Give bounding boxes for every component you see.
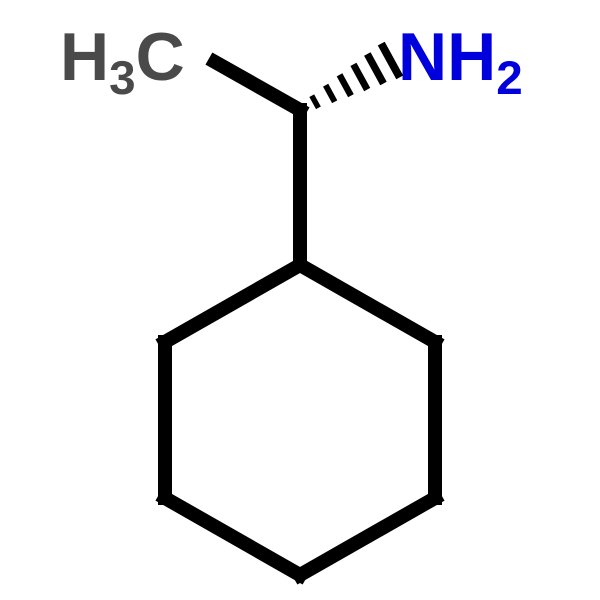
bonds-group — [165, 47, 435, 575]
molecule-svg — [0, 0, 600, 600]
